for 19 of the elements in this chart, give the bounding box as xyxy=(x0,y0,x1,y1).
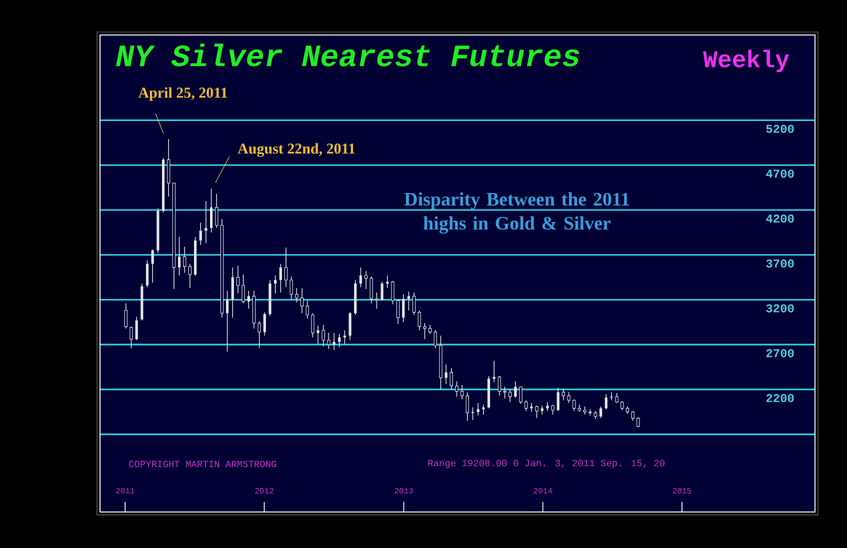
y-tick-label: 5200 xyxy=(766,124,794,133)
chart-title: NY Silver Nearest Futures xyxy=(116,44,580,66)
text: Weekly xyxy=(703,50,789,72)
x-tick-label: 2013 xyxy=(394,488,413,494)
x-tick-label: 2011 xyxy=(116,488,134,494)
annotation: April 25, 2011 xyxy=(138,87,228,101)
annotation: Disparity Between the 2011 highs in Gold & Silver xyxy=(404,192,629,234)
y-tick-label: 3700 xyxy=(766,259,794,268)
x-tick-label: 2014 xyxy=(534,488,552,494)
annotation: August 22nd, 2011 xyxy=(238,143,355,157)
y-tick-label: 2200 xyxy=(766,394,794,402)
x-tick-label: 2015 xyxy=(672,488,692,494)
y-tick-label: 4700 xyxy=(766,170,794,178)
y-tick-label: 3200 xyxy=(766,304,794,312)
annotation: COPYRIGHT MARTIN ARMSTRONG xyxy=(129,460,276,468)
y-tick-label: 2700 xyxy=(766,349,794,358)
x-tick-label: 2012 xyxy=(255,488,274,494)
annotation: Range 19208.00 0 Jan. 3, 2011 Sep. 15, 20 xyxy=(428,460,664,468)
y-tick-label: 4200 xyxy=(766,214,794,223)
